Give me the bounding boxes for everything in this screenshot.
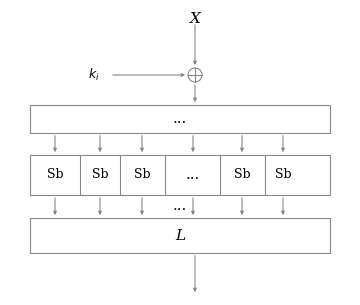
Text: Sb: Sb	[92, 168, 108, 181]
Text: Sb: Sb	[47, 168, 63, 181]
Text: ...: ...	[173, 112, 187, 126]
Bar	[30, 105, 330, 133]
Text: Sb: Sb	[234, 168, 250, 181]
Bar	[30, 218, 330, 253]
Text: $k_i$: $k_i$	[88, 67, 100, 83]
Text: X: X	[190, 12, 201, 26]
Text: Sb: Sb	[275, 168, 291, 181]
Text: ...: ...	[173, 199, 187, 213]
Text: ...: ...	[186, 168, 200, 182]
Circle shape	[188, 68, 202, 82]
Text: L: L	[175, 228, 185, 242]
Text: Sb: Sb	[134, 168, 150, 181]
Bar	[30, 155, 330, 195]
